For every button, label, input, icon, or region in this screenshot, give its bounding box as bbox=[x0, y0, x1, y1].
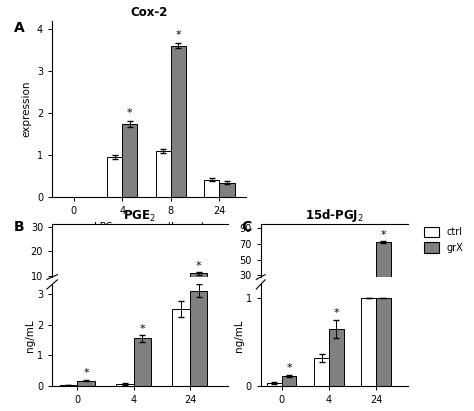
Bar bbox=[156, 151, 171, 197]
Text: *: * bbox=[286, 363, 292, 373]
Text: *: * bbox=[127, 108, 133, 118]
Text: C: C bbox=[242, 220, 252, 234]
Bar bbox=[77, 381, 95, 386]
Text: *: * bbox=[83, 368, 89, 378]
Bar bbox=[282, 376, 296, 386]
Text: *: * bbox=[333, 308, 339, 318]
Text: *: * bbox=[196, 261, 201, 271]
Bar bbox=[171, 46, 186, 197]
Text: *: * bbox=[176, 30, 181, 40]
Bar bbox=[190, 273, 208, 300]
Bar bbox=[122, 124, 137, 197]
Bar bbox=[107, 157, 122, 197]
Bar bbox=[362, 298, 376, 386]
Title: PGE$_2$: PGE$_2$ bbox=[123, 209, 156, 224]
Bar bbox=[173, 309, 190, 386]
Bar bbox=[376, 298, 391, 386]
Bar bbox=[219, 182, 235, 197]
Bar bbox=[134, 339, 151, 386]
Bar bbox=[362, 291, 376, 299]
Text: A: A bbox=[14, 21, 25, 35]
Text: B: B bbox=[14, 220, 25, 234]
Bar bbox=[116, 384, 134, 386]
Title: Cox-2: Cox-2 bbox=[131, 7, 168, 19]
Text: *: * bbox=[139, 323, 145, 333]
Bar bbox=[314, 358, 329, 386]
Y-axis label: ng/mL: ng/mL bbox=[26, 319, 36, 352]
Bar bbox=[60, 385, 77, 386]
Y-axis label: expression: expression bbox=[21, 81, 31, 137]
Text: *: * bbox=[381, 230, 386, 240]
X-axis label: LPS exposure (hours): LPS exposure (hours) bbox=[94, 222, 205, 232]
Bar bbox=[190, 291, 208, 386]
Title: 15d-PGJ$_2$: 15d-PGJ$_2$ bbox=[305, 208, 364, 224]
Bar bbox=[204, 180, 219, 197]
Legend: ctrl, grX: ctrl, grX bbox=[424, 226, 464, 253]
Y-axis label: ng/mL: ng/mL bbox=[234, 319, 244, 352]
Bar bbox=[329, 329, 344, 386]
Bar bbox=[267, 383, 282, 386]
Bar bbox=[376, 242, 391, 299]
